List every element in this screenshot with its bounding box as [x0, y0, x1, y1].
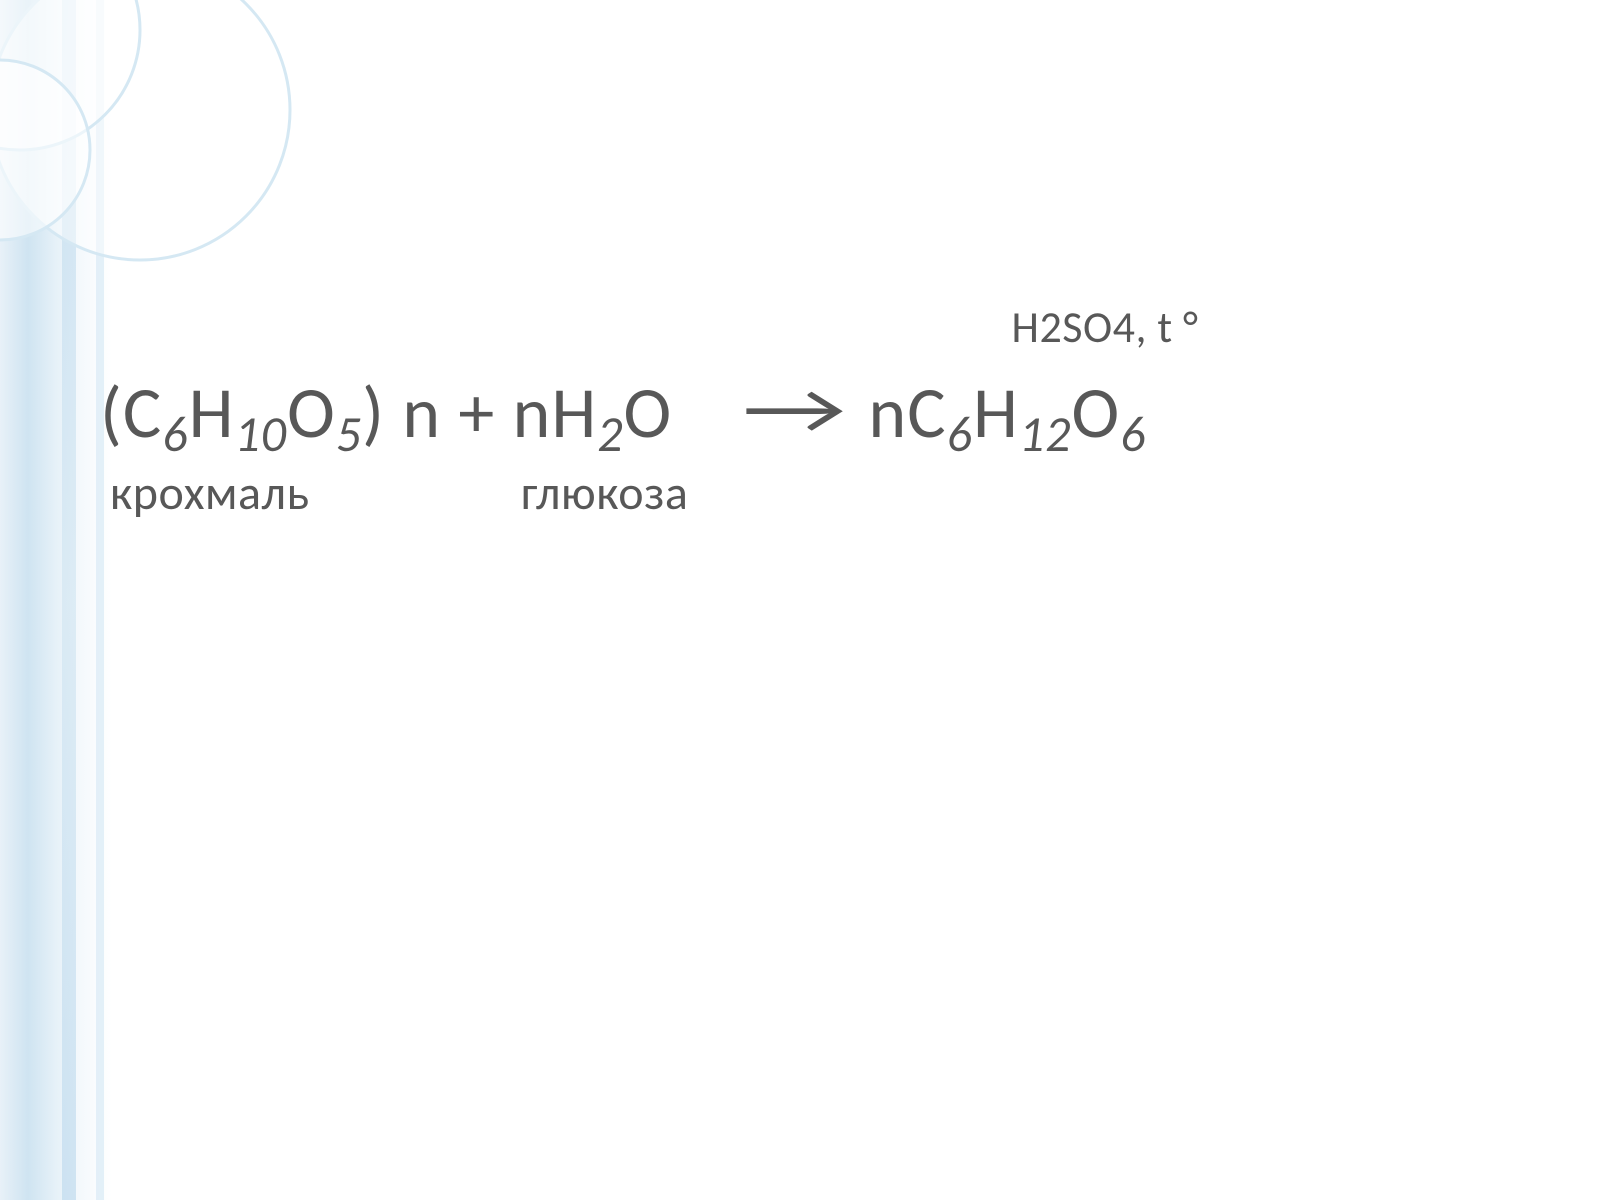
- reaction-labels: крохмаль глюкоза: [100, 463, 1590, 522]
- reaction-condition: H2SO4, t °: [620, 300, 1590, 354]
- reactant1-open: (C: [100, 369, 162, 457]
- product-m2: O: [1072, 369, 1121, 457]
- left-decoration: [0, 0, 140, 1200]
- product-label: глюкоза: [521, 463, 689, 522]
- product-coef: nC: [868, 369, 946, 457]
- catalyst-sub1: 2: [1039, 300, 1062, 354]
- product-s3: 6: [1120, 404, 1146, 465]
- reactant1-label: крохмаль: [110, 463, 310, 522]
- reactant1-s2: 10: [234, 404, 287, 465]
- reactant2-s1: 2: [597, 404, 623, 465]
- plus-sign: +: [441, 369, 512, 457]
- product-s1: 6: [947, 404, 973, 465]
- reactant1-s3: 5: [336, 404, 362, 465]
- reactant1-m2: O: [287, 369, 336, 457]
- reactant2-tail: O: [624, 369, 673, 457]
- reactant2-coef: nH: [513, 369, 598, 457]
- slide-content: H2SO4, t ° (C6H10O5) n + nH2O→nC6H12O6 к…: [100, 300, 1590, 522]
- reactant1-close: ) n: [362, 369, 441, 457]
- reactant1-m1: H: [189, 369, 235, 457]
- product-m1: H: [973, 369, 1019, 457]
- product-s2: 12: [1019, 404, 1072, 465]
- catalyst-text: H: [1012, 300, 1040, 354]
- catalyst-tail: , t °: [1135, 300, 1198, 354]
- slide: H2SO4, t ° (C6H10O5) n + nH2O→nC6H12O6 к…: [0, 0, 1600, 1200]
- catalyst-mid: SO: [1062, 300, 1112, 354]
- reaction-equation: (C6H10O5) n + nH2O→nC6H12O6: [100, 374, 1590, 453]
- catalyst-sub2: 4: [1113, 300, 1136, 354]
- reactant1-s1: 6: [162, 404, 188, 465]
- reaction-arrow: →: [742, 370, 848, 449]
